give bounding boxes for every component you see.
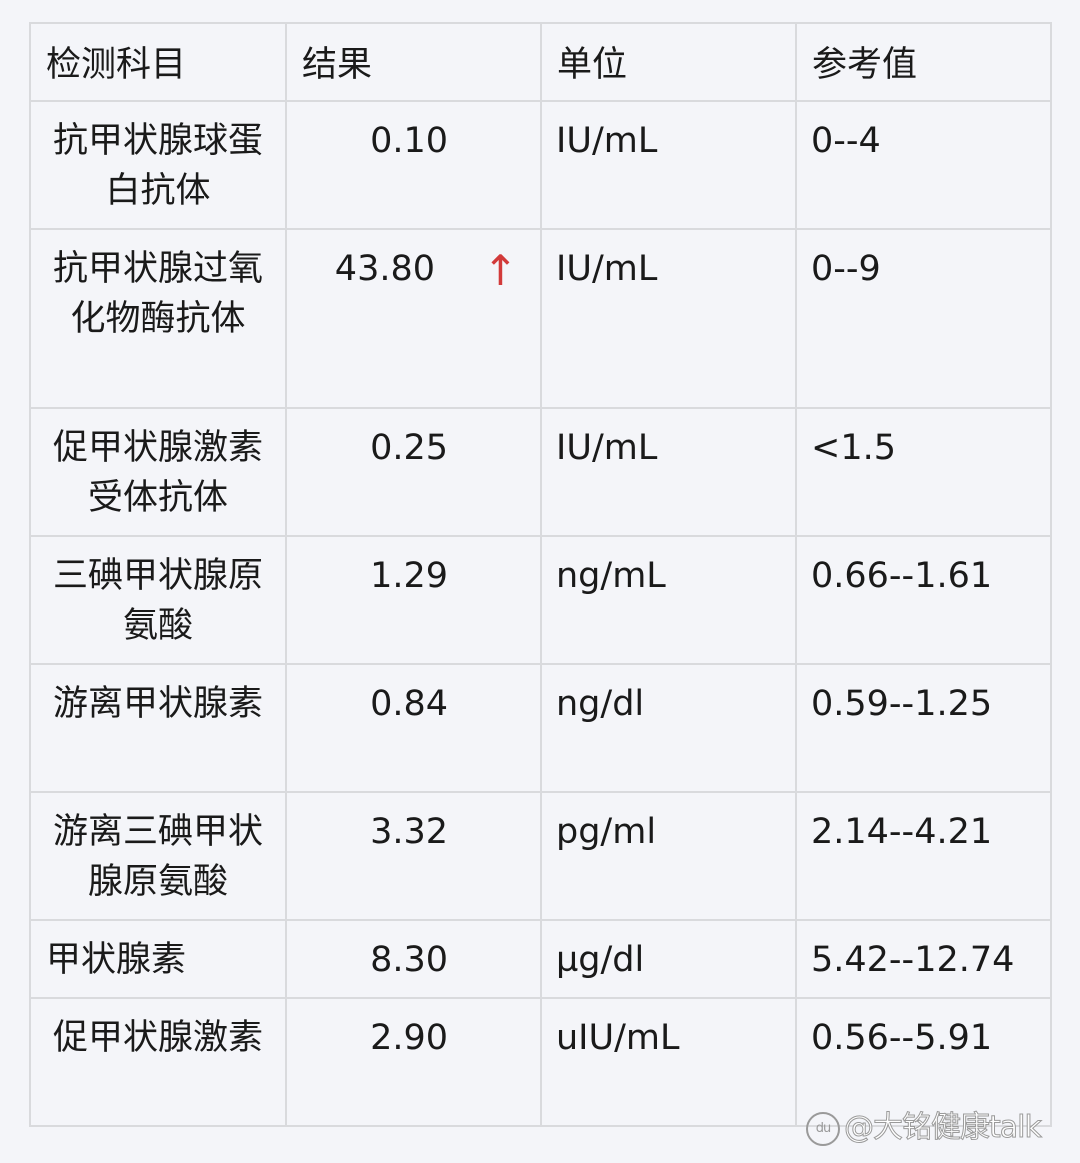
result-value: 2.90 bbox=[285, 997, 542, 1127]
reference-range: 0.56--5.91 bbox=[795, 997, 1052, 1127]
result-value-text: 0.25 bbox=[370, 428, 448, 468]
item-name: 三碘甲状腺原氨酸 bbox=[29, 535, 287, 665]
header-item: 检测科目 bbox=[29, 22, 287, 102]
reference-range-text: 2.14--4.21 bbox=[811, 812, 993, 852]
unit-value-text: IU/mL bbox=[556, 428, 658, 468]
result-value-text: 0.84 bbox=[370, 684, 448, 724]
result-value-text: 1.29 bbox=[370, 556, 448, 596]
reference-range: <1.5 bbox=[795, 407, 1052, 537]
item-name-text: 游离甲状腺素 bbox=[52, 684, 263, 724]
result-value: 43.80 ↑ bbox=[285, 228, 542, 409]
unit-value-text: µg/dl bbox=[556, 940, 645, 980]
reference-range: 0.59--1.25 bbox=[795, 663, 1052, 793]
item-name-text: 甲状腺素 bbox=[46, 940, 187, 980]
unit-value: IU/mL bbox=[540, 228, 797, 409]
unit-value-text: pg/ml bbox=[556, 812, 657, 852]
item-name-text: 抗甲状腺过氧化物酶抗体 bbox=[52, 249, 263, 339]
arrow-up-icon: ↑ bbox=[482, 246, 518, 295]
reference-range: 2.14--4.21 bbox=[795, 791, 1052, 921]
reference-range: 0--9 bbox=[795, 228, 1052, 409]
result-value: 1.29 bbox=[285, 535, 542, 665]
result-value-text: 8.30 bbox=[370, 940, 448, 980]
result-value-text: 3.32 bbox=[370, 812, 448, 852]
table-row: 游离甲状腺素 0.84 ng/dl 0.59--1.25 bbox=[29, 663, 1052, 793]
reference-range-text: 5.42--12.74 bbox=[811, 940, 1015, 980]
watermark-text: @大铭健康talk bbox=[844, 1110, 1043, 1146]
result-value: 0.10 bbox=[285, 100, 542, 230]
item-name-text: 促甲状腺激素 bbox=[52, 1018, 263, 1058]
table-row: 三碘甲状腺原氨酸 1.29 ng/mL 0.66--1.61 bbox=[29, 535, 1052, 665]
item-name-text: 三碘甲状腺原氨酸 bbox=[52, 556, 263, 646]
reference-range: 0.66--1.61 bbox=[795, 535, 1052, 665]
result-value: 0.25 bbox=[285, 407, 542, 537]
unit-value-text: IU/mL bbox=[556, 121, 658, 161]
result-value-text: 0.10 bbox=[370, 121, 448, 161]
item-name: 游离三碘甲状腺原氨酸 bbox=[29, 791, 287, 921]
reference-range-text: 0--9 bbox=[811, 249, 881, 289]
item-name: 抗甲状腺过氧化物酶抗体 bbox=[29, 228, 287, 409]
unit-value: IU/mL bbox=[540, 407, 797, 537]
unit-value-text: ng/mL bbox=[556, 556, 666, 596]
result-value-text: 43.80 bbox=[334, 249, 435, 289]
reference-range: 5.42--12.74 bbox=[795, 919, 1052, 999]
reference-range-text: <1.5 bbox=[811, 428, 896, 468]
result-value: 3.32 bbox=[285, 791, 542, 921]
item-name: 促甲状腺激素 bbox=[29, 997, 287, 1127]
table-row: 甲状腺素 8.30 µg/dl 5.42--12.74 bbox=[29, 919, 1052, 999]
item-name: 促甲状腺激素受体抗体 bbox=[29, 407, 287, 537]
unit-value: uIU/mL bbox=[540, 997, 797, 1127]
unit-value-text: ng/dl bbox=[556, 684, 645, 724]
header-row: 检测科目 结果 单位 参考值 bbox=[29, 22, 1052, 102]
header-reference: 参考值 bbox=[795, 22, 1052, 102]
result-value: 0.84 bbox=[285, 663, 542, 793]
watermark: du @大铭健康talk bbox=[806, 1102, 1043, 1146]
reference-range-text: 0.66--1.61 bbox=[811, 556, 993, 596]
table-row: 促甲状腺激素 2.90 uIU/mL 0.56--5.91 bbox=[29, 997, 1052, 1127]
baidu-paw-icon: du bbox=[806, 1111, 840, 1146]
unit-value: µg/dl bbox=[540, 919, 797, 999]
item-name-text: 游离三碘甲状腺原氨酸 bbox=[52, 812, 263, 902]
header-result: 结果 bbox=[285, 22, 542, 102]
table-row: 促甲状腺激素受体抗体 0.25 IU/mL <1.5 bbox=[29, 407, 1052, 537]
result-value: 8.30 bbox=[285, 919, 542, 999]
table-row: 抗甲状腺球蛋白抗体 0.10 IU/mL 0--4 bbox=[29, 100, 1052, 230]
reference-range-text: 0--4 bbox=[811, 121, 881, 161]
unit-value: ng/mL bbox=[540, 535, 797, 665]
unit-value: ng/dl bbox=[540, 663, 797, 793]
item-name-text: 抗甲状腺球蛋白抗体 bbox=[52, 121, 263, 211]
table-row: 游离三碘甲状腺原氨酸 3.32 pg/ml 2.14--4.21 bbox=[29, 791, 1052, 921]
reference-range-text: 0.59--1.25 bbox=[811, 684, 993, 724]
unit-value-text: uIU/mL bbox=[556, 1018, 680, 1058]
unit-value: IU/mL bbox=[540, 100, 797, 230]
reference-range: 0--4 bbox=[795, 100, 1052, 230]
item-name: 游离甲状腺素 bbox=[29, 663, 287, 793]
item-name-text: 促甲状腺激素受体抗体 bbox=[52, 428, 263, 518]
unit-value: pg/ml bbox=[540, 791, 797, 921]
header-unit: 单位 bbox=[540, 22, 797, 102]
unit-value-text: IU/mL bbox=[556, 249, 658, 289]
reference-range-text: 0.56--5.91 bbox=[811, 1018, 993, 1058]
item-name: 甲状腺素 bbox=[29, 919, 287, 999]
item-name: 抗甲状腺球蛋白抗体 bbox=[29, 100, 287, 230]
table-row: 抗甲状腺过氧化物酶抗体 43.80 ↑ IU/mL 0--9 bbox=[29, 228, 1052, 409]
result-value-text: 2.90 bbox=[370, 1018, 448, 1058]
lab-results-table: 检测科目 结果 单位 参考值 抗甲状腺球蛋白抗体 0.10 IU/mL 0--4 抗甲状… bbox=[29, 22, 1052, 1127]
